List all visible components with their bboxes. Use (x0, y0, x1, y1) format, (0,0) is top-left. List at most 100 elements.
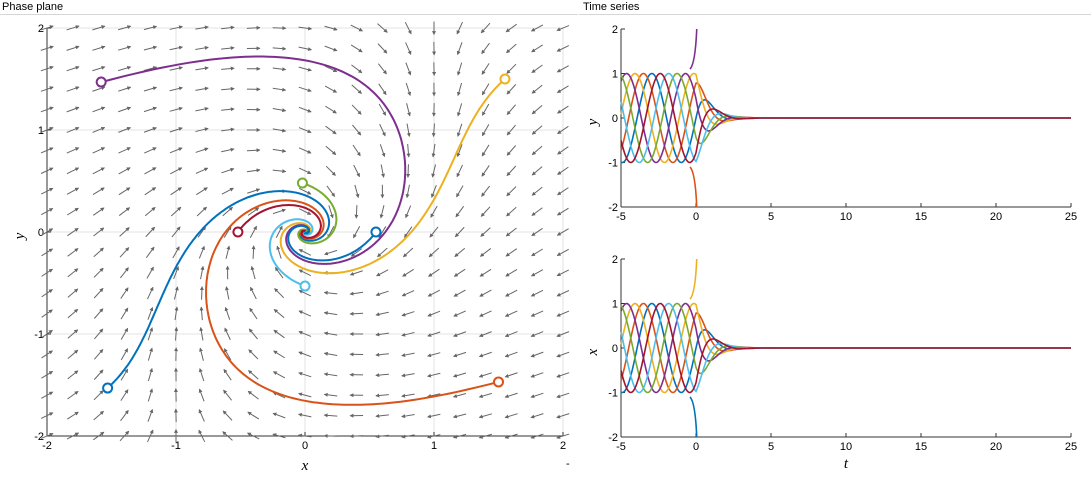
vector-arrow (453, 289, 466, 297)
tick-label-y: -2 (34, 431, 44, 443)
vector-arrow (452, 433, 467, 439)
vector-arrow (531, 248, 544, 257)
vector-arrow (196, 206, 208, 217)
trajectory-start-marker-6 (299, 280, 311, 292)
vector-arrow (92, 187, 105, 195)
vector-arrow (118, 126, 132, 133)
vector-arrow (406, 143, 411, 158)
vector-arrow (225, 286, 230, 300)
vector-arrow (480, 227, 491, 237)
vector-arrow (531, 44, 543, 53)
vector-arrow (405, 82, 412, 97)
tick-label-y: 2 (38, 23, 44, 35)
vector-arrow (200, 265, 205, 280)
vector-arrow (120, 307, 129, 320)
vector-arrow (66, 45, 80, 51)
vector-arrow (222, 206, 233, 217)
vector-arrow (147, 367, 153, 382)
vector-arrow (504, 372, 518, 378)
vector-arrow (248, 328, 258, 340)
vector-arrow (401, 434, 415, 439)
vector-arrow (120, 327, 129, 340)
vector-arrow (147, 286, 154, 300)
vector-arrow (92, 167, 105, 175)
vector-arrow (147, 306, 154, 320)
tick-label-x: -2 (42, 440, 52, 452)
vector-arrow (40, 187, 54, 195)
vector-arrow (223, 225, 232, 238)
vector-arrow (92, 207, 105, 216)
ts-tick-label-y: 1 (612, 69, 618, 81)
vector-arrow (174, 326, 179, 341)
vector-arrow (325, 145, 337, 155)
vector-arrow (328, 205, 334, 219)
vector-arrow (272, 412, 286, 419)
vector-arrow (401, 373, 415, 378)
vector-arrow (349, 311, 364, 316)
vector-arrow (66, 167, 80, 175)
vector-arrow (378, 103, 387, 116)
ts-tick-label-y: 0 (612, 113, 618, 125)
vector-arrow (478, 331, 492, 338)
tick-label-y: -1 (34, 329, 44, 341)
vector-arrow (480, 206, 491, 217)
vector-arrow (530, 24, 544, 32)
vector-arrow (298, 46, 313, 52)
vector-arrow (40, 126, 54, 133)
vector-arrow (430, 205, 438, 218)
vector-arrow (375, 434, 389, 439)
vector-arrow (298, 330, 312, 337)
vector-arrow (93, 287, 104, 299)
vector-arrow (453, 268, 466, 277)
vector-arrow (375, 373, 389, 378)
vector-arrow (323, 372, 338, 377)
vector-arrow (379, 123, 386, 137)
vector-arrow (325, 125, 337, 135)
vector-arrow (273, 350, 285, 359)
vector-arrow (169, 147, 183, 154)
vector-arrow (531, 227, 543, 237)
vector-arrow (93, 308, 104, 319)
vector-arrow (66, 86, 80, 92)
vector-arrow (66, 25, 80, 31)
vector-arrow (530, 392, 544, 399)
vector-arrow (326, 185, 336, 197)
vector-arrow (530, 372, 544, 378)
vector-arrow (145, 246, 155, 258)
vector-arrow (556, 372, 570, 378)
vector-arrow (375, 352, 389, 357)
phase-ylabel: y (12, 232, 28, 241)
vector-arrow (377, 23, 388, 33)
vector-arrow (557, 125, 569, 135)
vector-arrow (504, 392, 518, 399)
vector-arrow (144, 147, 157, 154)
vector-arrow (143, 25, 158, 31)
vector-arrow (298, 106, 312, 113)
vector-arrow (401, 393, 415, 398)
vector-arrow (169, 127, 183, 133)
vector-arrow (221, 167, 235, 174)
trajectory-start-marker-2 (493, 376, 504, 388)
vector-arrow (556, 433, 570, 439)
vector-arrow (171, 226, 181, 238)
vector-arrow (221, 46, 235, 51)
vector-arrow (455, 206, 465, 218)
vector-arrow (41, 391, 54, 399)
ts-tick-label-y: 0 (612, 343, 618, 355)
vector-arrow (66, 65, 80, 72)
vector-arrow (169, 25, 183, 30)
vector-arrow (67, 390, 79, 400)
vector-arrow (248, 370, 259, 380)
trajectory-6 (268, 218, 314, 288)
vector-arrow (169, 86, 183, 92)
vector-arrow (169, 66, 183, 71)
vector-arrow (221, 107, 235, 112)
vector-arrow (66, 187, 80, 195)
vector-arrow (353, 164, 360, 178)
vector-arrow (352, 144, 361, 157)
vector-arrow (557, 187, 569, 196)
phase-plane-title-rule (0, 14, 578, 15)
vector-arrow (298, 351, 312, 358)
vector-arrow (119, 430, 130, 442)
vector-arrow (506, 104, 517, 116)
